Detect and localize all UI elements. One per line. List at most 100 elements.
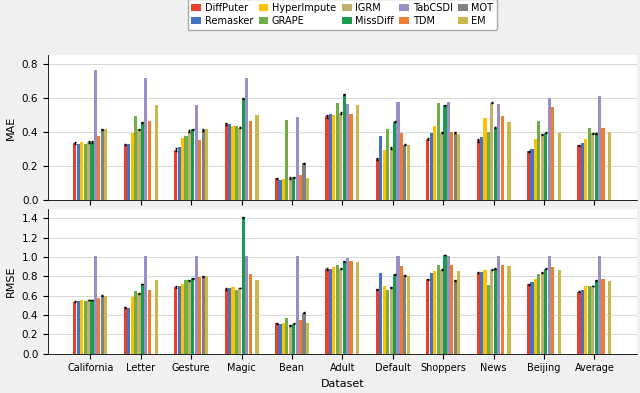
Bar bbox=[598, 256, 601, 354]
Bar bbox=[386, 129, 389, 200]
Bar bbox=[531, 282, 534, 354]
Bar bbox=[558, 270, 561, 354]
Bar bbox=[90, 300, 93, 354]
Bar bbox=[541, 134, 544, 200]
Bar bbox=[508, 266, 511, 354]
Bar bbox=[303, 312, 305, 354]
Bar bbox=[74, 301, 77, 354]
Bar bbox=[238, 288, 241, 354]
Bar bbox=[534, 140, 537, 200]
Bar bbox=[447, 256, 450, 354]
Bar bbox=[148, 290, 151, 354]
Bar bbox=[191, 129, 195, 200]
Bar bbox=[299, 320, 302, 354]
Bar bbox=[127, 308, 131, 354]
Bar bbox=[598, 96, 601, 200]
Bar bbox=[131, 297, 134, 354]
Bar bbox=[487, 132, 490, 200]
Bar bbox=[84, 144, 87, 200]
Bar bbox=[436, 103, 440, 200]
Bar bbox=[339, 113, 342, 200]
Bar bbox=[100, 129, 104, 200]
Bar bbox=[306, 178, 309, 200]
Bar bbox=[336, 103, 339, 200]
Bar bbox=[205, 276, 208, 354]
Bar bbox=[138, 293, 141, 354]
Bar bbox=[94, 256, 97, 354]
Bar bbox=[198, 277, 202, 354]
Bar bbox=[248, 274, 252, 354]
Bar bbox=[325, 116, 328, 200]
Bar bbox=[602, 279, 605, 354]
Bar bbox=[296, 255, 299, 354]
Bar bbox=[339, 269, 342, 354]
Bar bbox=[487, 285, 490, 354]
Bar bbox=[386, 290, 389, 354]
Bar bbox=[403, 145, 406, 200]
Bar bbox=[245, 78, 248, 200]
Bar bbox=[508, 121, 511, 200]
Bar bbox=[551, 267, 554, 354]
Bar bbox=[393, 274, 396, 354]
Bar bbox=[134, 291, 137, 354]
Bar bbox=[376, 289, 379, 354]
Bar bbox=[440, 132, 443, 200]
X-axis label: Dataset: Dataset bbox=[321, 379, 364, 389]
Bar bbox=[275, 178, 278, 200]
Bar bbox=[191, 278, 195, 354]
Bar bbox=[356, 105, 360, 200]
Bar bbox=[90, 142, 93, 200]
Bar bbox=[80, 142, 83, 200]
Bar bbox=[299, 175, 302, 200]
Bar bbox=[383, 150, 386, 200]
Bar bbox=[282, 179, 285, 200]
Bar bbox=[477, 272, 480, 354]
Bar bbox=[440, 270, 443, 354]
Bar bbox=[490, 270, 493, 354]
Bar bbox=[380, 136, 382, 200]
Bar bbox=[406, 145, 410, 200]
Bar bbox=[205, 129, 208, 200]
Bar bbox=[296, 117, 299, 200]
Bar bbox=[104, 296, 108, 354]
Bar bbox=[548, 98, 551, 200]
Bar bbox=[393, 121, 396, 200]
Bar bbox=[80, 300, 83, 354]
Bar bbox=[403, 275, 406, 354]
Bar bbox=[608, 132, 611, 200]
Bar bbox=[245, 256, 248, 354]
Bar bbox=[289, 178, 292, 200]
Bar bbox=[332, 115, 335, 200]
Bar bbox=[541, 272, 544, 354]
Bar bbox=[544, 269, 547, 354]
Bar bbox=[228, 124, 231, 200]
Bar bbox=[285, 120, 289, 200]
Bar bbox=[225, 289, 228, 354]
Bar bbox=[450, 265, 453, 354]
Bar bbox=[356, 263, 360, 354]
Bar bbox=[242, 99, 245, 200]
Bar bbox=[248, 121, 252, 200]
Legend: DiffPuter, Remasker, HyperImpute, GRAPE, IGRM, MissDiff, TabCSDI, TDM, MOT, EM: DiffPuter, Remasker, HyperImpute, GRAPE,… bbox=[188, 0, 497, 30]
Bar bbox=[608, 281, 611, 354]
Bar bbox=[124, 307, 127, 354]
Bar bbox=[396, 102, 399, 200]
Bar bbox=[177, 286, 180, 354]
Bar bbox=[433, 271, 436, 354]
Bar bbox=[145, 256, 147, 354]
Bar bbox=[480, 272, 483, 354]
Bar bbox=[457, 271, 460, 354]
Bar bbox=[155, 105, 157, 200]
Bar bbox=[457, 134, 460, 200]
Bar bbox=[390, 148, 393, 200]
Bar bbox=[376, 159, 379, 200]
Bar bbox=[400, 266, 403, 354]
Bar bbox=[155, 280, 157, 354]
Bar bbox=[349, 114, 353, 200]
Bar bbox=[195, 105, 198, 200]
Bar bbox=[342, 261, 346, 354]
Bar bbox=[94, 70, 97, 200]
Bar bbox=[141, 122, 144, 200]
Bar bbox=[477, 140, 480, 200]
Bar bbox=[292, 324, 295, 354]
